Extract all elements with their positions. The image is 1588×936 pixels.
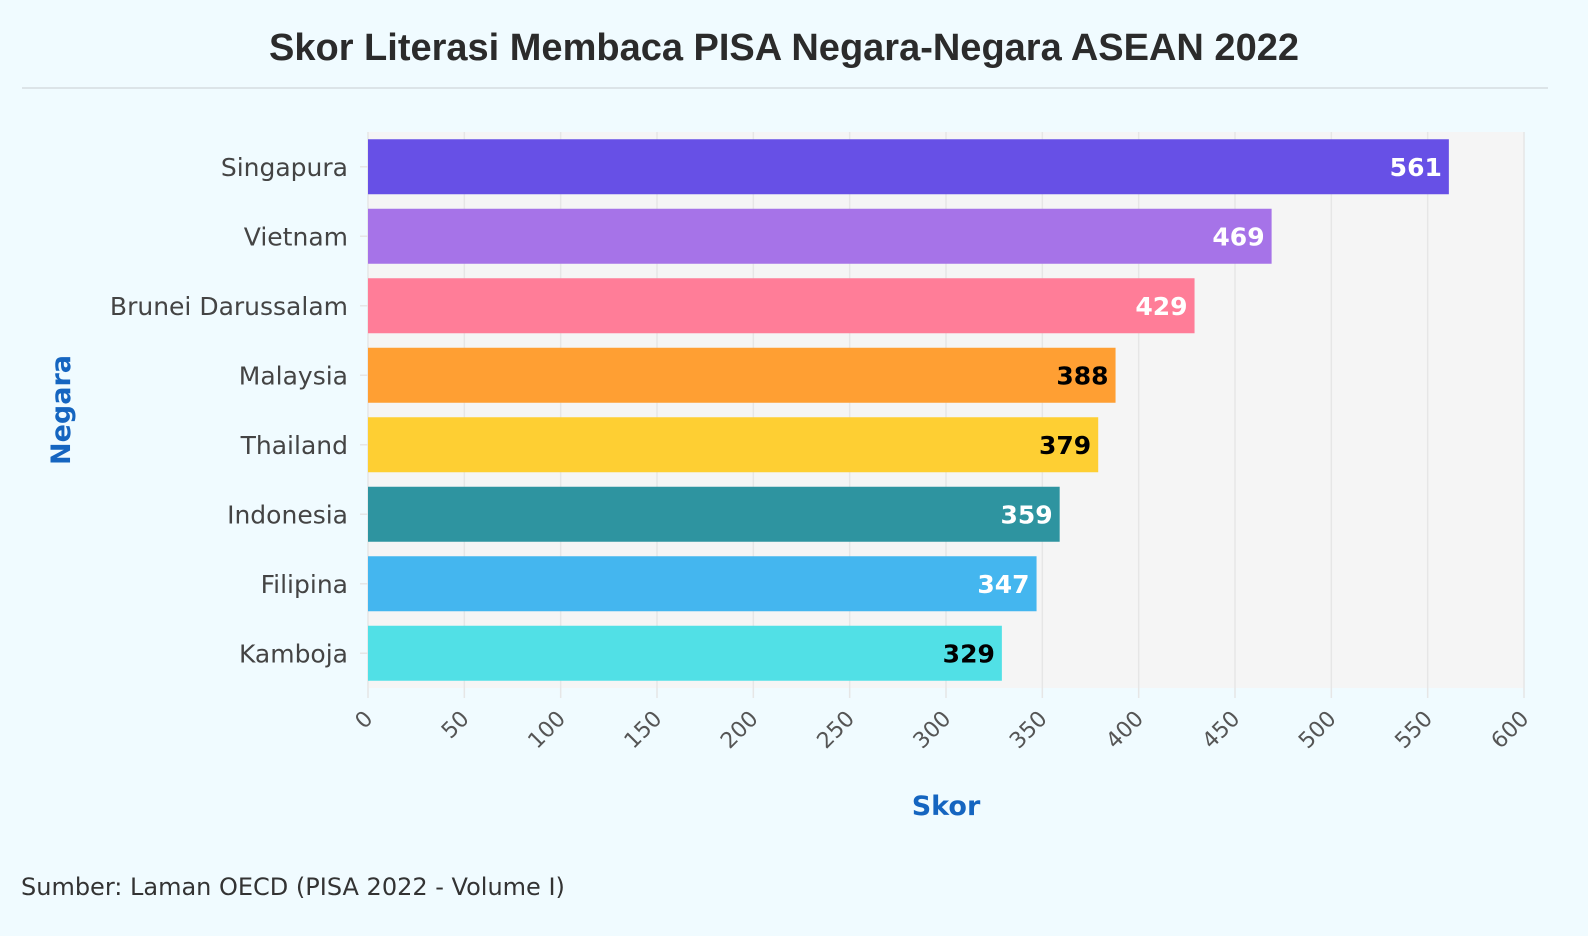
data-label: 429 — [1135, 292, 1187, 321]
data-label: 329 — [943, 639, 995, 668]
y-tick-label: Indonesia — [227, 500, 348, 529]
y-tick-label: Thailand — [240, 431, 348, 460]
y-tick-label: Kamboja — [239, 639, 348, 668]
bar-singapura — [368, 139, 1449, 195]
x-tick-label: 350 — [1005, 707, 1052, 754]
x-tick-label: 300 — [909, 707, 956, 754]
x-tick-label: 600 — [1487, 707, 1534, 754]
x-tick-label: 250 — [813, 707, 860, 754]
x-tick-label: 200 — [716, 707, 763, 754]
y-tick-label: Malaysia — [239, 361, 348, 390]
data-label: 561 — [1390, 153, 1442, 182]
y-tick-label: Vietnam — [244, 222, 348, 251]
data-label: 379 — [1039, 431, 1091, 460]
data-label: 347 — [977, 570, 1029, 599]
y-tick-label: Filipina — [261, 570, 348, 599]
data-label: 388 — [1056, 361, 1108, 390]
x-tick-label: 400 — [1102, 707, 1149, 754]
data-label: 359 — [1000, 500, 1052, 529]
bar-malaysia — [368, 347, 1116, 403]
data-label: 469 — [1212, 222, 1264, 251]
x-tick-label: 0 — [351, 707, 379, 735]
chart-title: Skor Literasi Membaca PISA Negara-Negara… — [269, 27, 1299, 69]
y-tick-label: Brunei Darussalam — [110, 292, 348, 321]
x-tick-label: 100 — [524, 707, 571, 754]
bar-brunei-darussalam — [368, 278, 1195, 334]
y-tick-label: Singapura — [221, 153, 348, 182]
x-tick-label: 50 — [437, 707, 474, 744]
x-tick-label: 550 — [1391, 707, 1438, 754]
bar-indonesia — [368, 486, 1060, 542]
bar-vietnam — [368, 208, 1272, 264]
bar-filipina — [368, 556, 1037, 612]
bar-kamboja — [368, 625, 1002, 681]
x-tick-label: 450 — [1198, 707, 1245, 754]
x-tick-label: 150 — [620, 707, 667, 754]
bar-thailand — [368, 417, 1099, 473]
x-tick-label: 500 — [1294, 707, 1341, 754]
y-axis-title: Negara — [46, 355, 77, 465]
x-axis-title: Skor — [912, 791, 981, 822]
source-note: Sumber: Laman OECD (PISA 2022 - Volume I… — [21, 873, 565, 901]
